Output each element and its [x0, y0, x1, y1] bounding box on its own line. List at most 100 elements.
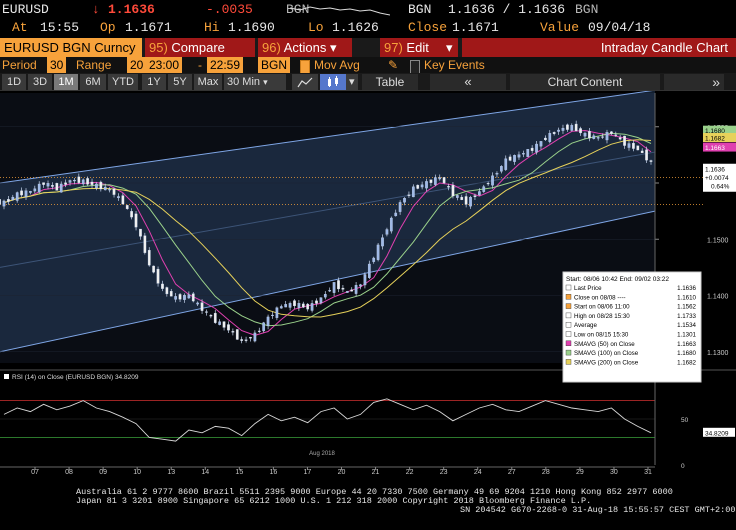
candle-body	[249, 337, 252, 339]
candle-body	[73, 180, 76, 182]
compare-button[interactable]: 95) Compare	[145, 38, 255, 57]
period-5y-button[interactable]: 5Y	[168, 74, 192, 90]
sma-50-line	[3, 129, 652, 336]
candle-body	[522, 153, 525, 155]
rsi-value-tag-bg	[703, 427, 735, 437]
line-chart-icon[interactable]	[292, 74, 318, 90]
candle-body	[363, 274, 367, 286]
candle-body	[279, 306, 283, 309]
x-axis: 07 08 09 10 13 14 15 16 17 20 21 22 23 24 27 28 29 30 31 Au…	[0, 451, 655, 476]
candle-body	[134, 213, 138, 228]
function-bar: EURUSD BGN Curncy 95) Compare 96) Action…	[0, 38, 736, 57]
candle-body	[570, 125, 574, 131]
legend-swatch	[565, 340, 572, 347]
legend-value: 1.1534	[677, 322, 696, 329]
candle-body	[262, 322, 266, 332]
end-time-input[interactable]: 22:59	[207, 57, 244, 73]
collapse-icon[interactable]: «	[430, 74, 506, 90]
period-1d-button[interactable]: 1D	[2, 74, 26, 90]
candle-body	[601, 136, 604, 138]
actions-label: Actions	[283, 40, 327, 55]
period-1y-button[interactable]: 1Y	[142, 74, 166, 90]
candle-body	[301, 303, 305, 308]
period-max-button[interactable]: Max	[194, 74, 222, 90]
legend-value: 1.1301	[677, 332, 696, 339]
candle-body	[169, 291, 173, 297]
candle-body	[7, 199, 10, 202]
candle-body	[156, 268, 160, 284]
sparkline	[290, 6, 390, 16]
candle-body	[46, 183, 50, 187]
candle-body	[517, 154, 521, 158]
candle-body	[200, 302, 204, 311]
legend-label: SMAVG (100) on Close	[574, 350, 639, 357]
period-1m-button[interactable]: 1M	[54, 74, 78, 90]
candle-body	[143, 235, 147, 253]
range-label: Range	[76, 58, 112, 72]
candle-body	[227, 324, 230, 331]
x-month-label: Aug 2018	[309, 451, 335, 457]
candle-body	[240, 339, 244, 341]
collapse-right-icon[interactable]: »	[664, 74, 724, 90]
candle-body	[90, 181, 94, 185]
candle-body	[51, 185, 54, 187]
channel-upper-line	[0, 91, 653, 184]
low-value: 1.1626	[332, 20, 379, 35]
candle-body	[165, 287, 169, 295]
security-field[interactable]: EURUSD BGN Curncy	[0, 38, 142, 57]
candle-body	[561, 127, 565, 131]
actions-button[interactable]: 96) Actions ▾	[258, 38, 352, 57]
candle-body	[275, 307, 279, 318]
period-ytd-button[interactable]: YTD	[108, 74, 138, 90]
edit-chevron-down-icon[interactable]: ▾	[446, 38, 458, 57]
rsi-swatch	[4, 374, 9, 379]
candle-body	[411, 186, 415, 198]
last-price: 1.1636	[108, 2, 155, 17]
candle-body	[15, 192, 19, 201]
x-tick-label: 16	[269, 469, 277, 476]
source-input[interactable]: BGN	[258, 57, 291, 73]
mov-avg-label: Mov Avg	[314, 58, 360, 72]
range-input[interactable]: 20	[127, 57, 147, 73]
period-3d-button[interactable]: 3D	[28, 74, 52, 90]
legend-value: 1.1562	[677, 304, 696, 311]
edit-button[interactable]: 97) Edit	[380, 38, 458, 57]
candle-chart-icon[interactable]	[320, 74, 346, 90]
candle-chart[interactable]: 1.17001.16001.15001.14001.13001.16801.16…	[0, 91, 736, 485]
rsi-tick-label: 50	[681, 417, 689, 424]
candle-body	[42, 182, 45, 185]
chart-content-button[interactable]: Chart Content	[510, 74, 660, 90]
candle-body	[64, 182, 67, 185]
legend-value: 1.1733	[677, 313, 696, 320]
legend-box: Start: 08/06 10:42 End: 09/02 03:22 Last…	[562, 271, 702, 383]
legend-background	[562, 271, 702, 383]
candle-body	[112, 188, 116, 195]
compare-label: Compare	[171, 40, 225, 55]
channel-lower-line	[0, 210, 656, 353]
period-input[interactable]: 30	[47, 57, 67, 73]
interval-dropdown[interactable]: 30 Min ▾	[224, 74, 286, 90]
candle-body	[332, 282, 336, 293]
tag-pct: 0.64%	[711, 183, 730, 190]
interval-value: 30 Min	[227, 76, 261, 88]
rsi-value-tag: 34.8209	[705, 430, 729, 437]
chart-type-chevron-down-icon[interactable]: ▾	[346, 74, 358, 90]
candle-body	[11, 196, 15, 200]
candle-body	[20, 190, 23, 196]
start-time-input[interactable]: 23:00	[146, 57, 183, 73]
candle-body	[455, 195, 459, 198]
candle-body	[372, 257, 376, 262]
candle-body	[359, 284, 362, 287]
footer-session: SN 204542 G670-2268-0 31-Aug-18 15:55:57…	[460, 505, 736, 515]
period-6m-button[interactable]: 6M	[80, 74, 106, 90]
candle-body	[552, 132, 556, 134]
legend-header: Start: 08/06 10:42 End: 09/02 03:22	[566, 276, 669, 283]
tag-sma50: 1.1663	[705, 145, 725, 152]
table-button[interactable]: Table	[362, 74, 418, 90]
pencil-icon[interactable]: ✎	[388, 58, 399, 72]
legend-label: Low on 08/15 15:30	[574, 332, 629, 339]
candle-body	[398, 202, 402, 212]
candle-body	[257, 330, 261, 332]
x-tick-label: 24	[474, 469, 482, 476]
candle-body	[59, 183, 63, 193]
